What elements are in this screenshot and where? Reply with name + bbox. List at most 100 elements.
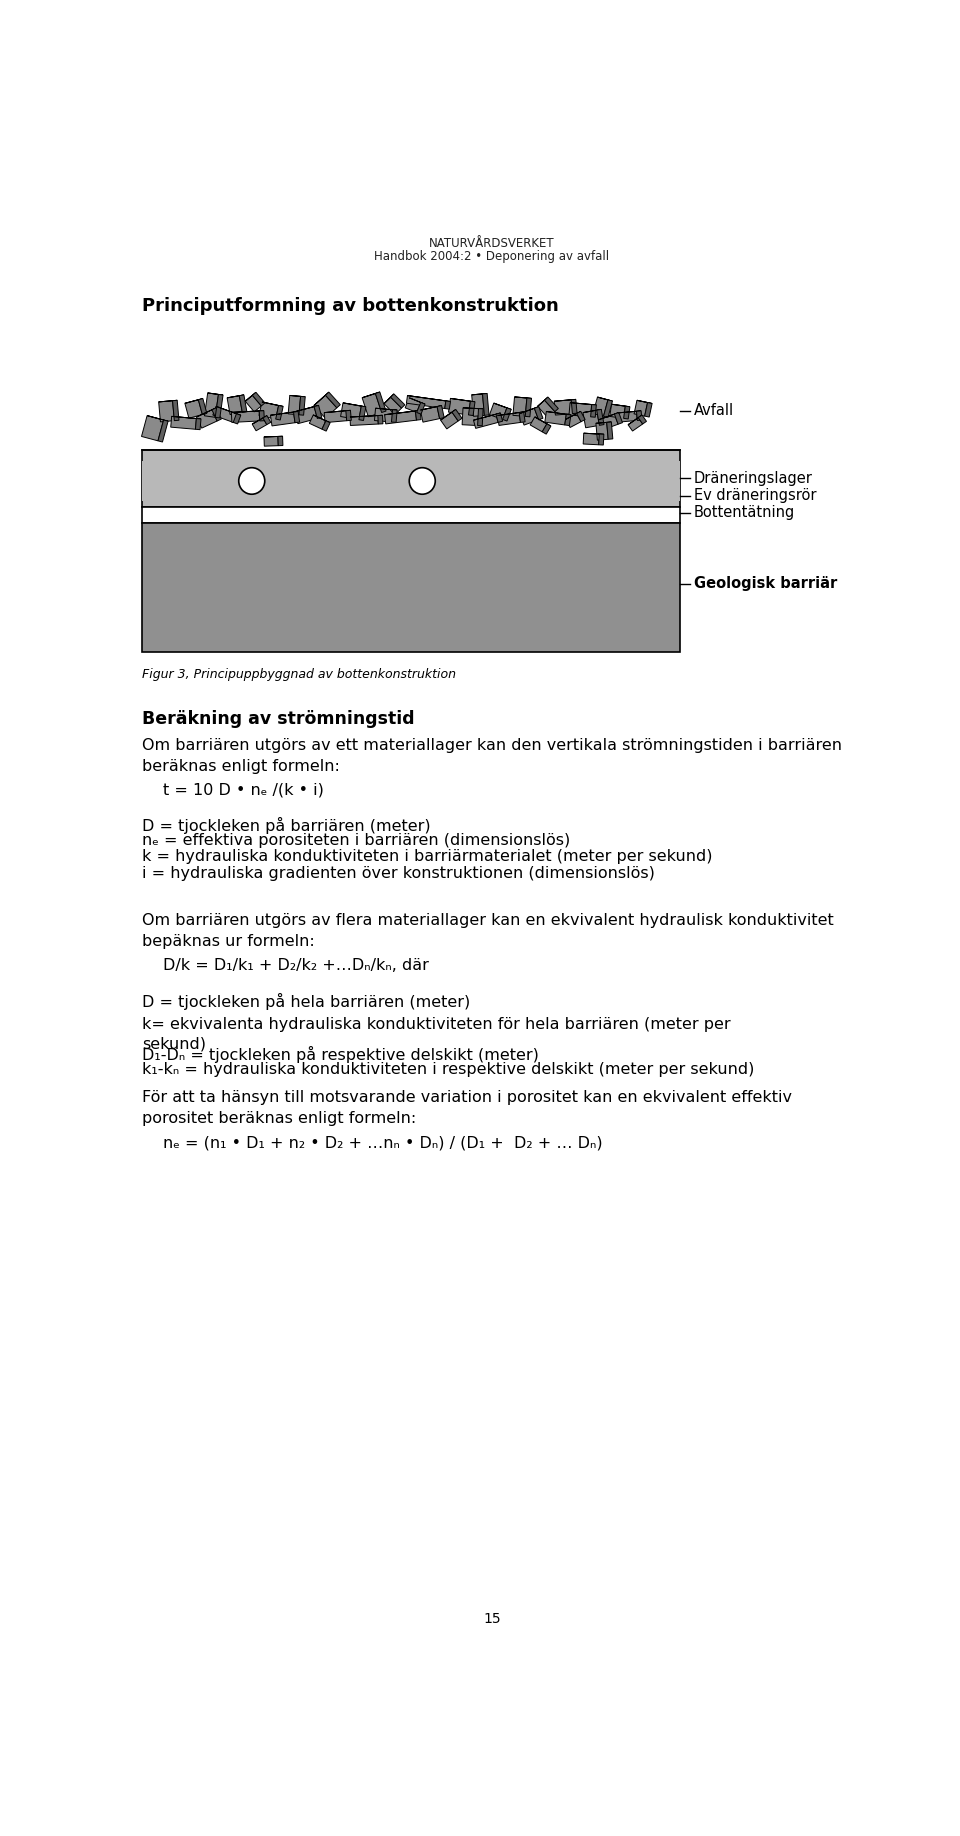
Ellipse shape	[239, 468, 265, 494]
Polygon shape	[375, 408, 397, 409]
Polygon shape	[462, 408, 478, 426]
Polygon shape	[638, 415, 646, 424]
Polygon shape	[468, 402, 475, 415]
Polygon shape	[252, 393, 265, 406]
Polygon shape	[610, 404, 625, 419]
Polygon shape	[490, 404, 507, 419]
Polygon shape	[519, 408, 539, 426]
Polygon shape	[322, 420, 330, 431]
Polygon shape	[577, 411, 586, 422]
Text: Bottentätning: Bottentätning	[693, 505, 795, 520]
Polygon shape	[385, 411, 417, 424]
Text: D = tjockleken på barriären (meter): D = tjockleken på barriären (meter)	[142, 817, 430, 834]
Polygon shape	[607, 422, 612, 439]
Polygon shape	[420, 406, 440, 422]
Polygon shape	[538, 397, 548, 406]
Polygon shape	[185, 400, 203, 419]
Polygon shape	[497, 411, 524, 415]
Polygon shape	[346, 409, 351, 420]
Polygon shape	[473, 415, 498, 428]
Polygon shape	[597, 409, 604, 426]
Polygon shape	[554, 400, 572, 415]
Polygon shape	[314, 406, 322, 419]
Polygon shape	[185, 398, 203, 404]
Polygon shape	[530, 417, 547, 431]
Polygon shape	[158, 420, 168, 442]
Polygon shape	[212, 408, 222, 420]
Polygon shape	[483, 393, 489, 415]
Polygon shape	[213, 406, 236, 422]
Polygon shape	[299, 397, 305, 415]
Polygon shape	[618, 411, 637, 422]
Polygon shape	[295, 406, 319, 411]
Polygon shape	[565, 411, 581, 419]
Text: D = tjockleken på hela barriären (meter): D = tjockleken på hela barriären (meter)	[142, 993, 470, 1010]
Polygon shape	[378, 415, 383, 424]
Polygon shape	[264, 437, 278, 446]
Polygon shape	[471, 395, 485, 417]
Polygon shape	[158, 400, 175, 422]
Polygon shape	[448, 398, 470, 415]
Polygon shape	[405, 398, 420, 413]
Polygon shape	[538, 400, 555, 419]
Polygon shape	[503, 408, 512, 420]
Text: k= ekvivalenta hydrauliska konduktiviteten för hela barriären (meter per
sekund): k= ekvivalenta hydrauliska konduktivitet…	[142, 1017, 731, 1052]
Polygon shape	[313, 415, 330, 422]
Polygon shape	[294, 411, 300, 422]
Polygon shape	[171, 417, 197, 430]
Polygon shape	[583, 433, 599, 444]
Polygon shape	[147, 415, 168, 420]
Polygon shape	[314, 393, 329, 406]
Polygon shape	[545, 411, 566, 424]
Polygon shape	[233, 413, 241, 424]
Polygon shape	[406, 395, 445, 409]
Polygon shape	[444, 400, 450, 409]
Polygon shape	[341, 402, 361, 420]
Polygon shape	[645, 402, 652, 417]
Polygon shape	[271, 411, 299, 415]
Polygon shape	[636, 400, 652, 404]
Text: NATURVÅRDSVERKET: NATURVÅRDSVERKET	[429, 237, 555, 250]
Polygon shape	[314, 395, 337, 419]
Ellipse shape	[409, 468, 435, 494]
Polygon shape	[554, 400, 576, 402]
Polygon shape	[362, 393, 380, 398]
Polygon shape	[278, 437, 283, 446]
Polygon shape	[598, 415, 618, 430]
Polygon shape	[228, 395, 244, 398]
Text: Figur 3, Principuppbyggnad av bottenkonstruktion: Figur 3, Principuppbyggnad av bottenkons…	[142, 668, 456, 681]
Text: Dräneringslager: Dräneringslager	[693, 470, 812, 487]
Polygon shape	[252, 415, 267, 424]
Text: Om barriären utgörs av ett materiallager kan den vertikala strömningstiden i bar: Om barriären utgörs av ett materiallager…	[142, 738, 842, 773]
Polygon shape	[493, 404, 512, 409]
Polygon shape	[450, 398, 475, 402]
Polygon shape	[597, 397, 612, 400]
Polygon shape	[141, 415, 163, 441]
Polygon shape	[197, 409, 217, 428]
Polygon shape	[215, 395, 223, 419]
Polygon shape	[407, 395, 450, 402]
Polygon shape	[343, 402, 366, 408]
Text: nₑ = effektiva porositeten i barriären (dimensionslös): nₑ = effektiva porositeten i barriären (…	[142, 834, 570, 848]
Polygon shape	[196, 419, 201, 430]
Polygon shape	[173, 400, 179, 420]
Bar	[142, 450, 680, 507]
Polygon shape	[535, 406, 543, 420]
Polygon shape	[384, 395, 394, 404]
Polygon shape	[417, 402, 425, 415]
Polygon shape	[565, 413, 581, 428]
Text: För att ta hänsyn till motsvarande variation i porositet kan en ekvivalent effek: För att ta hänsyn till motsvarande varia…	[142, 1091, 792, 1127]
Polygon shape	[624, 406, 630, 419]
Text: Avfall: Avfall	[693, 404, 733, 419]
Text: nₑ = (n₁ • D₁ + n₂ • D₂ + …nₙ • Dₙ) / (D₁ +  D₂ + … Dₙ): nₑ = (n₁ • D₁ + n₂ • D₂ + …nₙ • Dₙ) / (D…	[162, 1135, 602, 1149]
Polygon shape	[309, 415, 325, 430]
Polygon shape	[564, 415, 571, 426]
Text: Principutformning av bottenkonstruktion: Principutformning av bottenkonstruktion	[142, 297, 559, 316]
Polygon shape	[452, 409, 462, 420]
Text: Om barriären utgörs av flera materiallager kan en ekvivalent hydraulisk kondukti: Om barriären utgörs av flera materiallag…	[142, 912, 833, 949]
Polygon shape	[385, 411, 420, 415]
Text: 15: 15	[483, 1612, 501, 1627]
Polygon shape	[598, 413, 619, 420]
Polygon shape	[324, 409, 350, 413]
Polygon shape	[416, 411, 421, 420]
